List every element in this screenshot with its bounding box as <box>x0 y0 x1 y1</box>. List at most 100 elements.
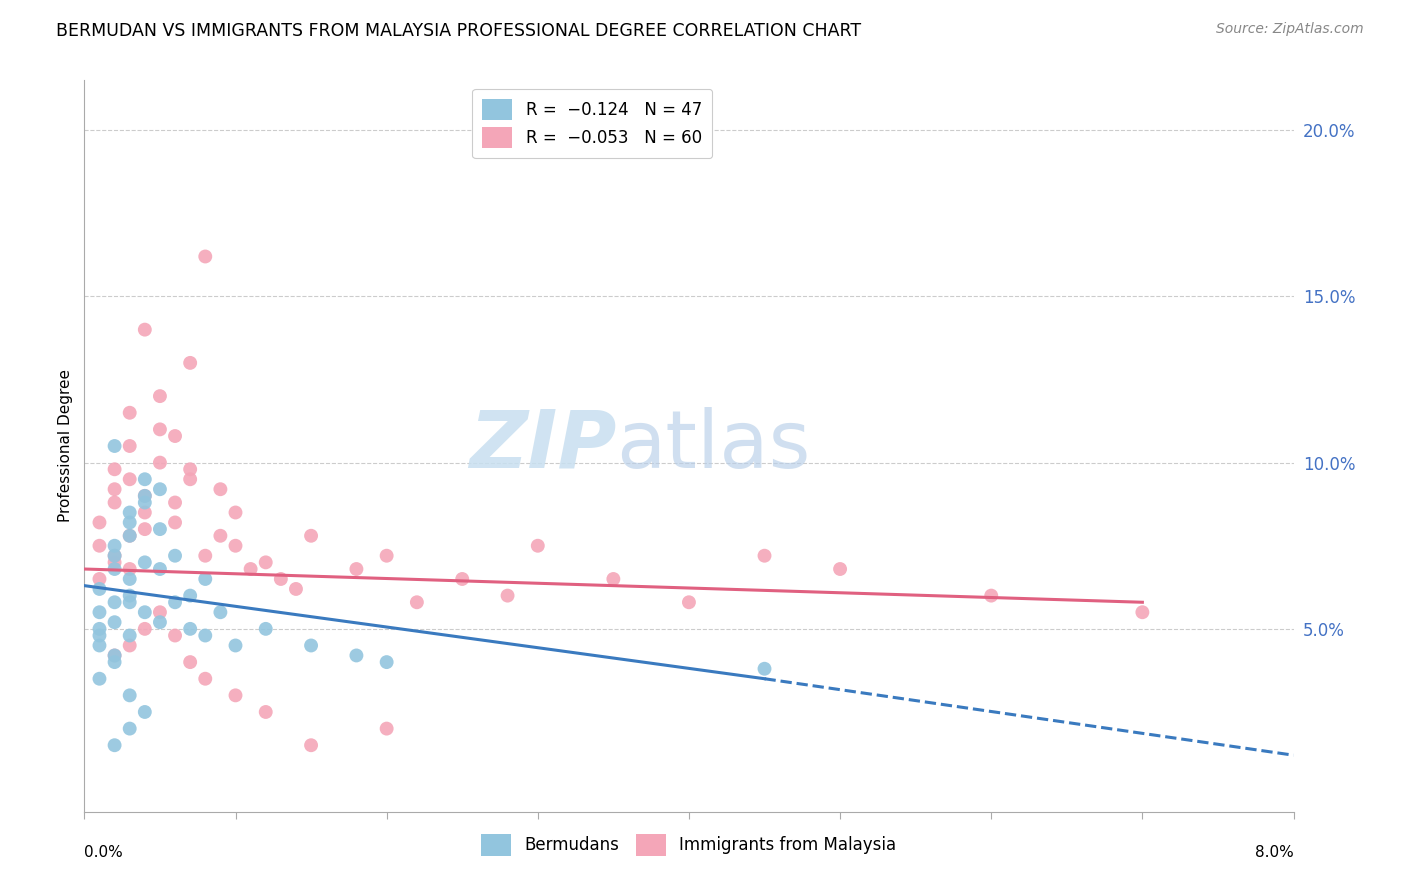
Point <box>134 489 156 503</box>
Point <box>104 595 127 609</box>
Point <box>179 622 201 636</box>
Point <box>254 705 277 719</box>
Point <box>104 539 127 553</box>
Point <box>89 582 111 596</box>
Point <box>165 549 187 563</box>
Y-axis label: Professional Degree: Professional Degree <box>58 369 73 523</box>
Point <box>104 655 127 669</box>
Point <box>346 562 368 576</box>
Text: BERMUDAN VS IMMIGRANTS FROM MALAYSIA PROFESSIONAL DEGREE CORRELATION CHART: BERMUDAN VS IMMIGRANTS FROM MALAYSIA PRO… <box>56 22 862 40</box>
Point <box>375 722 398 736</box>
Point <box>104 615 127 630</box>
Point <box>754 549 776 563</box>
Point <box>89 622 111 636</box>
Point <box>134 472 156 486</box>
Point <box>1132 605 1154 619</box>
Point <box>134 506 156 520</box>
Point <box>104 555 127 569</box>
Text: atlas: atlas <box>616 407 811 485</box>
Point <box>134 705 156 719</box>
Point <box>118 506 141 520</box>
Point <box>165 595 187 609</box>
Point <box>104 648 127 663</box>
Point <box>134 522 156 536</box>
Point <box>89 639 111 653</box>
Point <box>89 628 111 642</box>
Point <box>149 615 172 630</box>
Point <box>299 639 322 653</box>
Point <box>104 549 127 563</box>
Point <box>980 589 1002 603</box>
Text: 8.0%: 8.0% <box>1254 845 1294 860</box>
Point <box>602 572 624 586</box>
Point <box>118 516 141 530</box>
Point <box>165 628 187 642</box>
Point <box>527 539 550 553</box>
Point <box>104 738 127 752</box>
Point <box>149 482 172 496</box>
Point <box>209 529 232 543</box>
Point <box>89 539 111 553</box>
Text: Source: ZipAtlas.com: Source: ZipAtlas.com <box>1216 22 1364 37</box>
Point <box>118 529 141 543</box>
Point <box>118 628 141 642</box>
Point <box>239 562 262 576</box>
Point <box>194 572 217 586</box>
Point <box>451 572 474 586</box>
Point <box>104 562 127 576</box>
Point <box>225 539 247 553</box>
Point <box>270 572 292 586</box>
Text: 0.0%: 0.0% <box>84 845 124 860</box>
Point <box>118 572 141 586</box>
Point <box>118 589 141 603</box>
Point <box>118 689 141 703</box>
Point <box>496 589 519 603</box>
Point <box>285 582 308 596</box>
Point <box>225 639 247 653</box>
Point <box>118 439 141 453</box>
Legend: Bermudans, Immigrants from Malaysia: Bermudans, Immigrants from Malaysia <box>471 824 907 865</box>
Point <box>104 482 127 496</box>
Point <box>149 522 172 536</box>
Point <box>299 738 322 752</box>
Point <box>194 672 217 686</box>
Point <box>134 323 156 337</box>
Point <box>754 662 776 676</box>
Point <box>179 462 201 476</box>
Point <box>118 595 141 609</box>
Point <box>209 605 232 619</box>
Point <box>89 516 111 530</box>
Point <box>118 562 141 576</box>
Point <box>134 622 156 636</box>
Point <box>104 462 127 476</box>
Point <box>118 472 141 486</box>
Point <box>149 456 172 470</box>
Point <box>134 605 156 619</box>
Point <box>194 628 217 642</box>
Point <box>209 482 232 496</box>
Point <box>254 622 277 636</box>
Point <box>104 439 127 453</box>
Point <box>375 655 398 669</box>
Point <box>149 389 172 403</box>
Point <box>149 422 172 436</box>
Point <box>179 589 201 603</box>
Point <box>118 639 141 653</box>
Point <box>299 529 322 543</box>
Point <box>346 648 368 663</box>
Point <box>165 495 187 509</box>
Point <box>179 655 201 669</box>
Point <box>104 549 127 563</box>
Point <box>179 472 201 486</box>
Point <box>149 605 172 619</box>
Point <box>104 495 127 509</box>
Point <box>678 595 700 609</box>
Point <box>194 549 217 563</box>
Point <box>165 429 187 443</box>
Point <box>134 495 156 509</box>
Point <box>104 648 127 663</box>
Point <box>225 506 247 520</box>
Point <box>118 722 141 736</box>
Point <box>375 549 398 563</box>
Point <box>118 529 141 543</box>
